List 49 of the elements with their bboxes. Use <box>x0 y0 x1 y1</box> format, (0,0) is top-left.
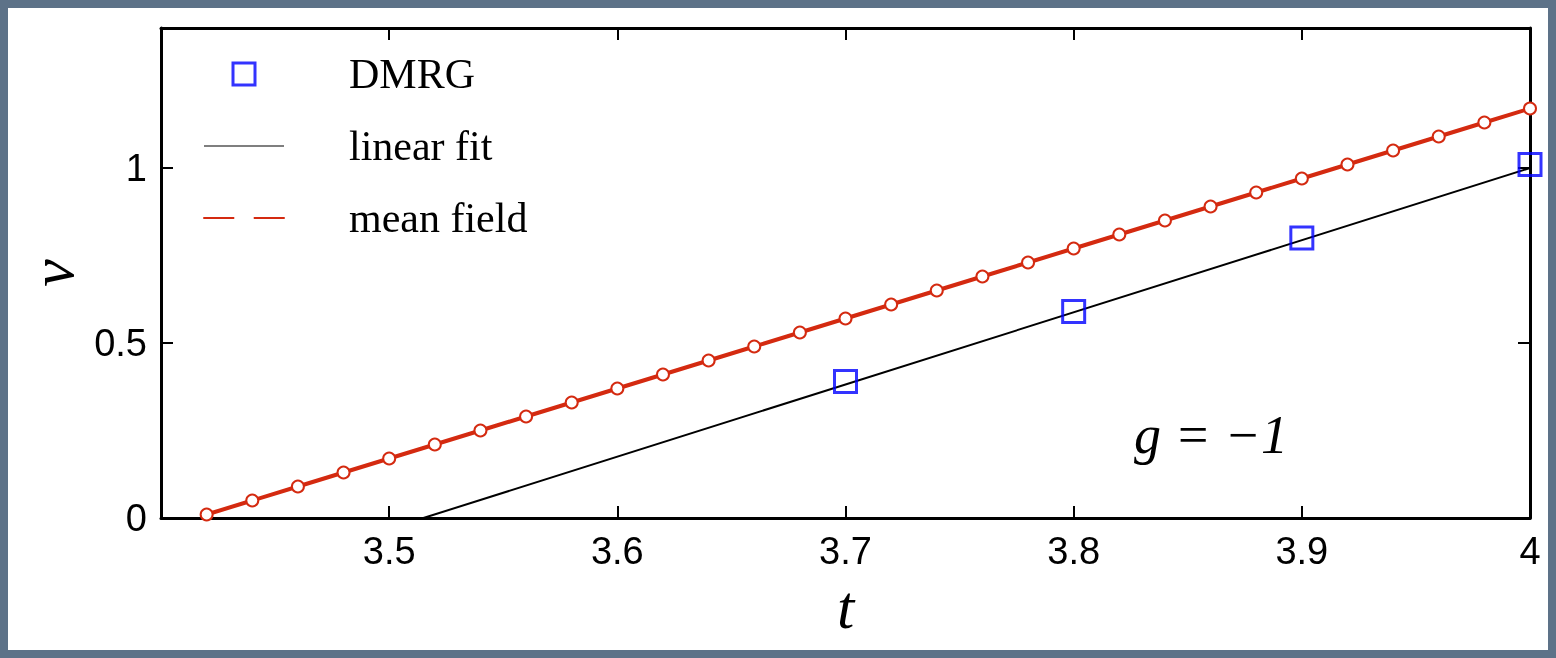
y-axis-title: v <box>18 258 87 287</box>
point <box>245 493 260 508</box>
point <box>747 339 762 354</box>
point <box>838 311 853 326</box>
point <box>1477 115 1492 130</box>
x-tick-label: 3.6 <box>590 530 644 572</box>
point <box>1294 171 1309 186</box>
point <box>1021 255 1036 270</box>
point <box>1061 299 1087 324</box>
point <box>1066 241 1081 256</box>
point <box>519 409 534 424</box>
point <box>884 297 899 312</box>
point <box>427 437 442 452</box>
point <box>1289 225 1315 251</box>
x-tick-label: 3.7 <box>819 530 872 572</box>
point <box>833 369 858 394</box>
point <box>1517 152 1543 177</box>
point <box>1340 157 1355 172</box>
y-tick-label: 0 <box>125 497 147 539</box>
point <box>1203 199 1218 214</box>
x-tick-label: 4 <box>1519 530 1541 572</box>
x-tick-label: 3.8 <box>1047 530 1101 572</box>
legend-label: DMRG <box>349 51 476 97</box>
point <box>382 451 397 466</box>
legend-label: mean field <box>349 195 528 241</box>
point <box>610 381 625 396</box>
point <box>199 507 214 522</box>
point <box>975 269 990 284</box>
point <box>1386 143 1401 158</box>
point <box>1249 185 1264 200</box>
legend-label: linear fit <box>349 123 493 169</box>
point <box>473 423 488 438</box>
y-tick-label: 0.5 <box>94 322 147 364</box>
point <box>564 395 579 410</box>
point <box>1431 129 1446 144</box>
y-tick-label: 1 <box>125 147 147 189</box>
x-tick-label: 3.9 <box>1275 530 1329 572</box>
point <box>1523 101 1537 116</box>
point <box>290 479 305 494</box>
annotation: g = −1 <box>1134 405 1289 465</box>
point <box>792 325 807 340</box>
point <box>336 465 351 480</box>
point <box>1112 227 1127 242</box>
point <box>701 353 716 368</box>
point <box>1157 213 1172 228</box>
point <box>655 367 670 382</box>
x-axis-title: t <box>836 573 856 641</box>
point <box>929 283 944 298</box>
x-tick-label: 3.5 <box>362 530 416 572</box>
